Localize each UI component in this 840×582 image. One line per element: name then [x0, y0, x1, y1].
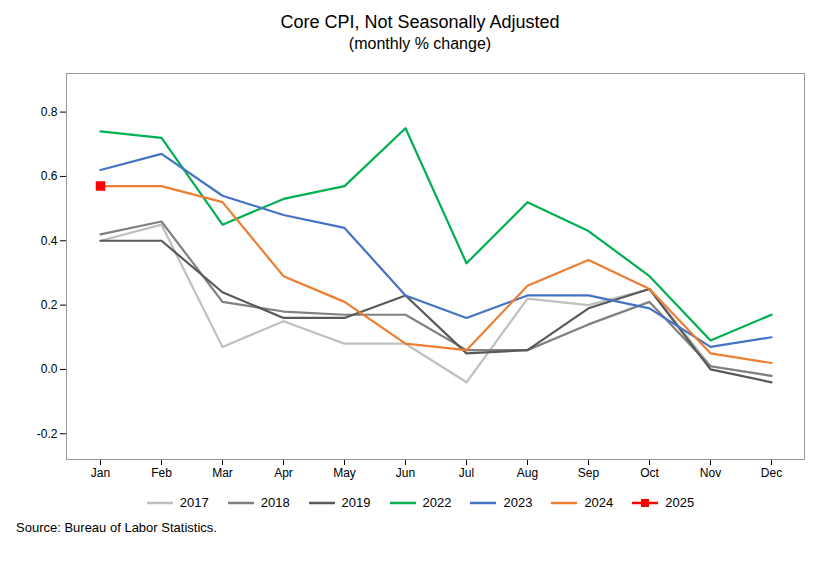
svg-text:Jul: Jul — [459, 466, 474, 480]
svg-text:Jan: Jan — [91, 466, 110, 480]
html-text:2018: 2018 — [260, 495, 290, 510]
svg-text:0.8: 0.8 — [41, 105, 58, 119]
svg-text:-0.2: -0.2 — [37, 427, 58, 441]
svg-text:0.2: 0.2 — [41, 298, 58, 312]
html-text:2022: 2022 — [422, 495, 452, 510]
svg-text:0.6: 0.6 — [41, 169, 58, 183]
html-text:2019: 2019 — [341, 495, 371, 510]
svg-text:Jun: Jun — [396, 466, 415, 480]
svg-text:0.0: 0.0 — [41, 362, 58, 376]
svg-text:Apr: Apr — [274, 466, 293, 480]
html-text:Source: Bureau of Labor Statis: Source: Bureau of Labor Statistics. — [16, 520, 217, 535]
svg-text:Feb: Feb — [151, 466, 172, 480]
html-text:2024: 2024 — [584, 495, 614, 510]
html-text:2023: 2023 — [503, 495, 533, 510]
svg-text:Nov: Nov — [700, 466, 721, 480]
svg-text:Oct: Oct — [640, 466, 659, 480]
html-text:2025: 2025 — [665, 495, 695, 510]
svg-text:Aug: Aug — [517, 466, 538, 480]
svg-text:Dec: Dec — [761, 466, 782, 480]
svg-text:Sep: Sep — [578, 466, 600, 480]
html-text:Core CPI, Not Seasonally Adjus: Core CPI, Not Seasonally Adjusted — [280, 12, 560, 32]
html-text:(monthly % change): (monthly % change) — [348, 35, 492, 52]
html-text:2017: 2017 — [179, 495, 209, 510]
svg-text:Mar: Mar — [212, 466, 233, 480]
svg-text:May: May — [333, 466, 356, 480]
svg-text:0.4: 0.4 — [41, 234, 58, 248]
